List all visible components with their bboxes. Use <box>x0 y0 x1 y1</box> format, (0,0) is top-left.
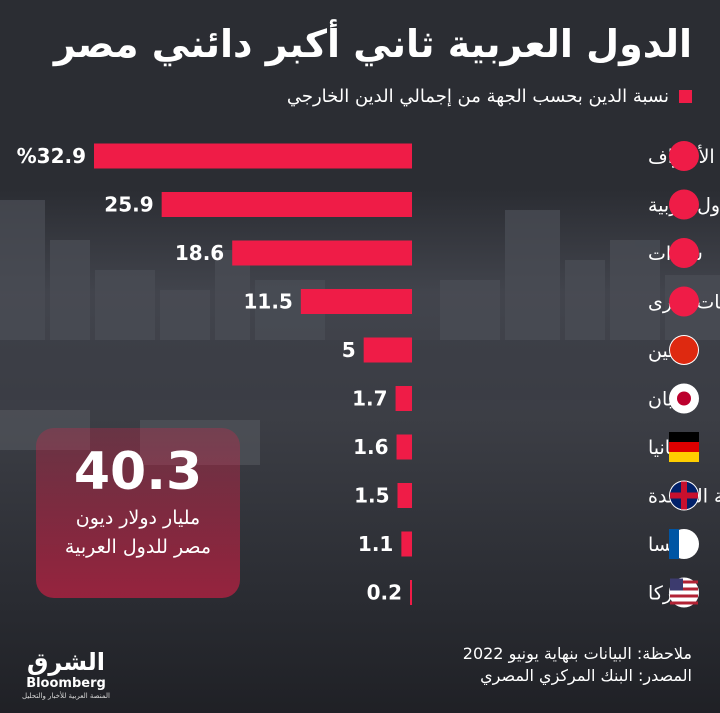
germany-flag-icon-stripe-2 <box>669 442 699 452</box>
background-skyline <box>0 200 720 465</box>
bar-6 <box>396 434 412 460</box>
bar-4 <box>363 337 412 363</box>
germany-flag-icon-stripe-1 <box>669 432 699 442</box>
bar-value-label-1: 25.9 <box>104 193 153 217</box>
data-source: المصدر: البنك المركزي المصري <box>480 666 692 685</box>
bar-value-label-6: 1.6 <box>353 435 388 459</box>
data-note: ملاحظة: البيانات بنهاية يونيو 2022 <box>462 644 692 663</box>
bar-value-label-4: 5 <box>342 338 356 362</box>
usa-flag-icon-canton <box>670 578 683 591</box>
bar-value-label-9: 0.2 <box>367 581 402 605</box>
notes-block: ملاحظة: البيانات بنهاية يونيو 2022 المصد… <box>463 643 692 687</box>
bar-value-label-3: 11.5 <box>243 290 292 314</box>
usa-flag-icon-stripe-2 <box>670 594 698 598</box>
germany-flag-icon-stripe-3 <box>669 452 699 462</box>
bar-value-label-0: %32.9 <box>17 144 86 168</box>
subtitle-text: نسبة الدين بحسب الجهة من إجمالي الدين ال… <box>286 86 669 107</box>
institution-icon <box>669 141 699 171</box>
bar-value-label-8: 1.1 <box>358 532 393 556</box>
bar-7 <box>397 483 412 508</box>
bar-value-label-7: 1.5 <box>354 484 389 508</box>
usa-flag-icon-stripe-3 <box>670 601 698 605</box>
china-flag-icon-detail <box>670 336 698 364</box>
bar-3 <box>300 289 412 314</box>
uk-flag-icon-cross-v <box>681 481 687 510</box>
bar-1 <box>161 192 412 217</box>
legend-swatch <box>679 90 692 103</box>
callout-box: 40.3 مليار دولار ديون مصر للدول العربية <box>36 428 240 598</box>
usa-flag-icon-stripe-0 <box>670 580 698 584</box>
callout-line-1: مليار دولار ديون <box>75 507 201 529</box>
asharq-bloomberg-logo: الشرق Bloomberg المنصة العربية للأخبار و… <box>14 648 118 704</box>
bar-value-label-5: 1.7 <box>352 387 387 411</box>
bar-value-label-2: 18.6 <box>175 241 224 265</box>
france-flag-icon-detail <box>669 529 679 559</box>
japan-flag-icon-detail <box>677 391 691 406</box>
bar-2 <box>232 240 412 266</box>
bonds-icon <box>669 238 699 268</box>
usa-flag-icon-stripe-1 <box>670 587 698 591</box>
logo-tagline: المنصة العربية للأخبار والتحليل <box>22 692 110 700</box>
chart-subtitle: نسبة الدين بحسب الجهة من إجمالي الدين ال… <box>287 86 692 107</box>
bar-9 <box>410 580 412 605</box>
callout-number: 40.3 <box>73 442 203 502</box>
logo-main-text: الشرق <box>26 648 106 676</box>
bar-5 <box>395 386 412 411</box>
logo-sub-text: Bloomberg <box>26 676 106 691</box>
callout-line-2: مصر للدول العربية <box>64 536 212 558</box>
page-title: الدول العربية ثاني أكبر دائني مصر <box>53 22 692 66</box>
bar-8 <box>401 531 412 557</box>
other-entities-icon <box>669 286 699 317</box>
bar-0 <box>94 143 412 169</box>
arab-map-icon <box>669 189 699 220</box>
